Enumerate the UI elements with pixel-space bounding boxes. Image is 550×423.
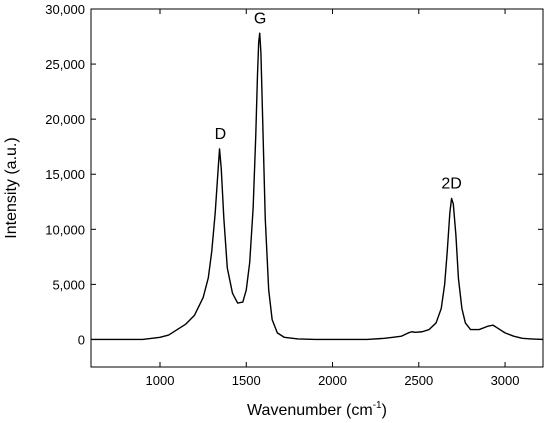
x-axis-title: Wavenumber (cm-1) [247, 400, 387, 419]
peak-label: G [254, 10, 266, 27]
y-tick-label: 0 [78, 332, 85, 347]
x-axis-title-main: Wavenumber (cm [247, 402, 373, 419]
x-tick-label: 1500 [232, 373, 261, 388]
x-axis-ticks: 1000 1500 2000 2500 3000 [146, 9, 520, 388]
x-axis-title-close: ) [382, 402, 387, 419]
y-tick-label: 30,000 [45, 2, 85, 17]
plot-frame [90, 8, 544, 368]
x-tick-label: 3000 [491, 373, 520, 388]
y-tick-label: 25,000 [45, 57, 85, 72]
peak-label: 2D [441, 176, 461, 193]
peak-label: D [215, 126, 227, 143]
series-line [91, 32, 544, 341]
x-tick-label: 2000 [318, 373, 347, 388]
x-axis-title-superscript: -1 [373, 400, 382, 411]
y-axis-title: Intensity (a.u.) [3, 137, 20, 238]
x-tick-label: 1000 [146, 373, 175, 388]
y-tick-label: 15,000 [45, 167, 85, 182]
y-tick-label: 20,000 [45, 112, 85, 127]
peak-annotations: D G 2D [215, 10, 462, 192]
spectrum-series [91, 32, 544, 341]
y-tick-label: 5,000 [52, 277, 85, 292]
y-tick-label: 10,000 [45, 222, 85, 237]
y-axis-ticks: 0 5,000 10,000 15,000 20,000 25,000 30,000 [45, 2, 543, 347]
x-tick-label: 2500 [404, 373, 433, 388]
